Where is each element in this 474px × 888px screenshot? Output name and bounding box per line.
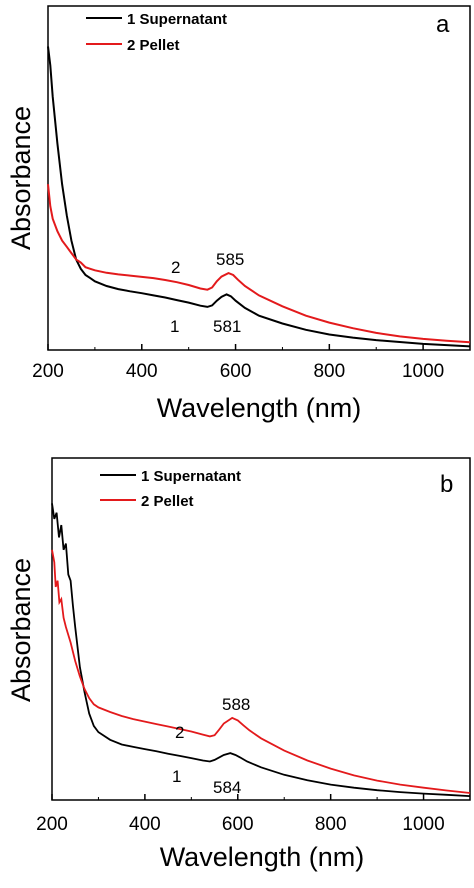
panel-a-x-ticks: 200 400 600 800 1000 (32, 344, 444, 382)
x-tick-label: 400 (126, 361, 158, 382)
panel-a-annotation-curve-1: 1 (170, 317, 179, 336)
panel-a-series-pellet-line (47, 184, 471, 344)
panel-b-annotation-curve-1: 1 (172, 767, 181, 786)
x-tick-label: 800 (315, 814, 347, 835)
panel-a-annotation-peak-581: 581 (213, 317, 241, 336)
panel-b-legend-label-supernatant: 1 Supernatant (141, 468, 241, 485)
panel-a: 200 400 600 800 1000 1 Supernatant 2 Pellet … (6, 5, 471, 423)
panel-b-series-supernatant-line (51, 503, 471, 797)
panel-a-y-axis-title: Absorbance (6, 106, 36, 250)
panel-a-legend-label-pellet: 2 Pellet (127, 37, 180, 54)
panel-b-x-axis-title: Wavelength (nm) (160, 842, 365, 872)
x-tick-label: 400 (129, 814, 161, 835)
panel-b-annotation-peak-588: 588 (222, 695, 250, 714)
panel-b-plot-frame (51, 457, 471, 801)
x-tick-label: 200 (32, 361, 64, 382)
panel-a-plot-frame (47, 5, 471, 351)
x-tick-label: 1000 (402, 361, 444, 382)
panel-b-label: b (440, 471, 453, 498)
panel-b-annotation-curve-2: 2 (175, 723, 184, 742)
panel-b-legend-label-pellet: 2 Pellet (141, 493, 194, 510)
x-tick-label: 200 (36, 814, 68, 835)
panel-b-series-pellet-line (51, 549, 471, 794)
panel-a-series-supernatant-line (47, 46, 471, 348)
panel-a-annotation-curve-2: 2 (171, 258, 180, 277)
panel-a-x-axis-title: Wavelength (nm) (157, 393, 362, 423)
x-tick-label: 600 (222, 814, 254, 835)
panel-b: 200 400 600 800 1000 1 Supernatant 2 Pellet … (6, 457, 471, 872)
panel-a-legend-label-supernatant: 1 Supernatant (127, 11, 227, 28)
panel-a-annotation-peak-585: 585 (216, 250, 244, 269)
panel-b-annotation-peak-584: 584 (213, 778, 241, 797)
x-tick-label: 1000 (402, 814, 444, 835)
x-tick-label: 600 (220, 361, 252, 382)
panel-b-x-ticks: 200 400 600 800 1000 (36, 794, 445, 835)
panel-a-label: a (436, 11, 450, 38)
x-tick-label: 800 (313, 361, 345, 382)
panel-b-y-axis-title: Absorbance (6, 558, 36, 702)
